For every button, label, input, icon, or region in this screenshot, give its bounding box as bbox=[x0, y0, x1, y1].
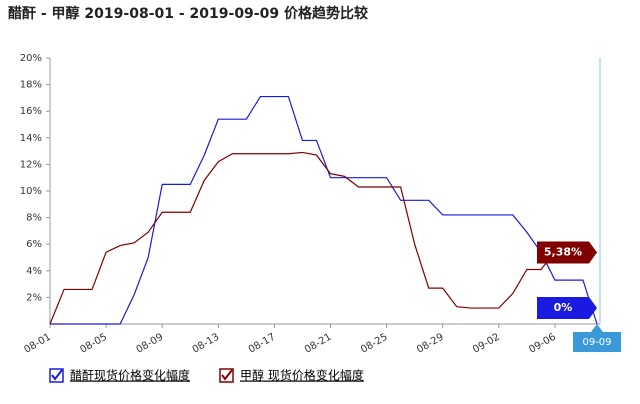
y-tick-label: 20% bbox=[20, 53, 42, 64]
end-label-box bbox=[537, 297, 597, 319]
y-tick-label: 12% bbox=[20, 159, 42, 170]
y-tick-label: 18% bbox=[20, 80, 42, 91]
chart-title: 醋酐 - 甲醇 2019-08-01 - 2019-09-09 价格趋势比较 bbox=[8, 5, 368, 22]
x-tick-label: 08-13 bbox=[191, 332, 222, 356]
legend-label[interactable]: 醋酐现货价格变化幅度 bbox=[70, 368, 190, 383]
x-tick-label: 08-21 bbox=[303, 332, 334, 356]
x-tick-label: 08-17 bbox=[247, 332, 278, 356]
y-tick-label: 6% bbox=[26, 239, 42, 250]
end-label: 0% bbox=[554, 301, 573, 314]
x-tick-label: 09-02 bbox=[471, 332, 502, 356]
series-line bbox=[50, 95, 598, 325]
legend-item[interactable]: 甲醇 现货价格变化幅度 bbox=[219, 368, 364, 383]
x-tick-label: 08-25 bbox=[359, 332, 390, 356]
y-tick-label: 8% bbox=[26, 213, 42, 224]
y-tick-label: 10% bbox=[20, 186, 42, 197]
x-tick-label: 08-01 bbox=[22, 332, 53, 356]
x-tick-label: 08-09 bbox=[135, 332, 166, 356]
x-tooltip bbox=[573, 332, 621, 352]
legend: 醋酐现货价格变化幅度 甲醇 现货价格变化幅度 bbox=[49, 368, 364, 383]
x-tick-label: 08-05 bbox=[78, 332, 109, 356]
x-tick-label: 09-06 bbox=[527, 332, 558, 356]
x-pointer bbox=[591, 324, 603, 332]
legend-check bbox=[221, 369, 233, 381]
x-tooltip-label: 09-09 bbox=[582, 337, 611, 348]
y-tick-label: 16% bbox=[20, 106, 42, 117]
series-line bbox=[49, 151, 597, 325]
x-tick-label: 08-29 bbox=[415, 332, 446, 356]
end-label-box bbox=[537, 241, 597, 264]
legend-label[interactable]: 甲醇 现货价格变化幅度 bbox=[240, 368, 364, 383]
y-tick-label: 4% bbox=[26, 266, 42, 277]
legend-item[interactable]: 醋酐现货价格变化幅度 bbox=[49, 368, 190, 383]
end-label: 5,38% bbox=[544, 245, 582, 258]
y-tick-label: 2% bbox=[26, 292, 42, 303]
y-tick-label: 14% bbox=[20, 133, 42, 144]
legend-check bbox=[51, 369, 63, 381]
